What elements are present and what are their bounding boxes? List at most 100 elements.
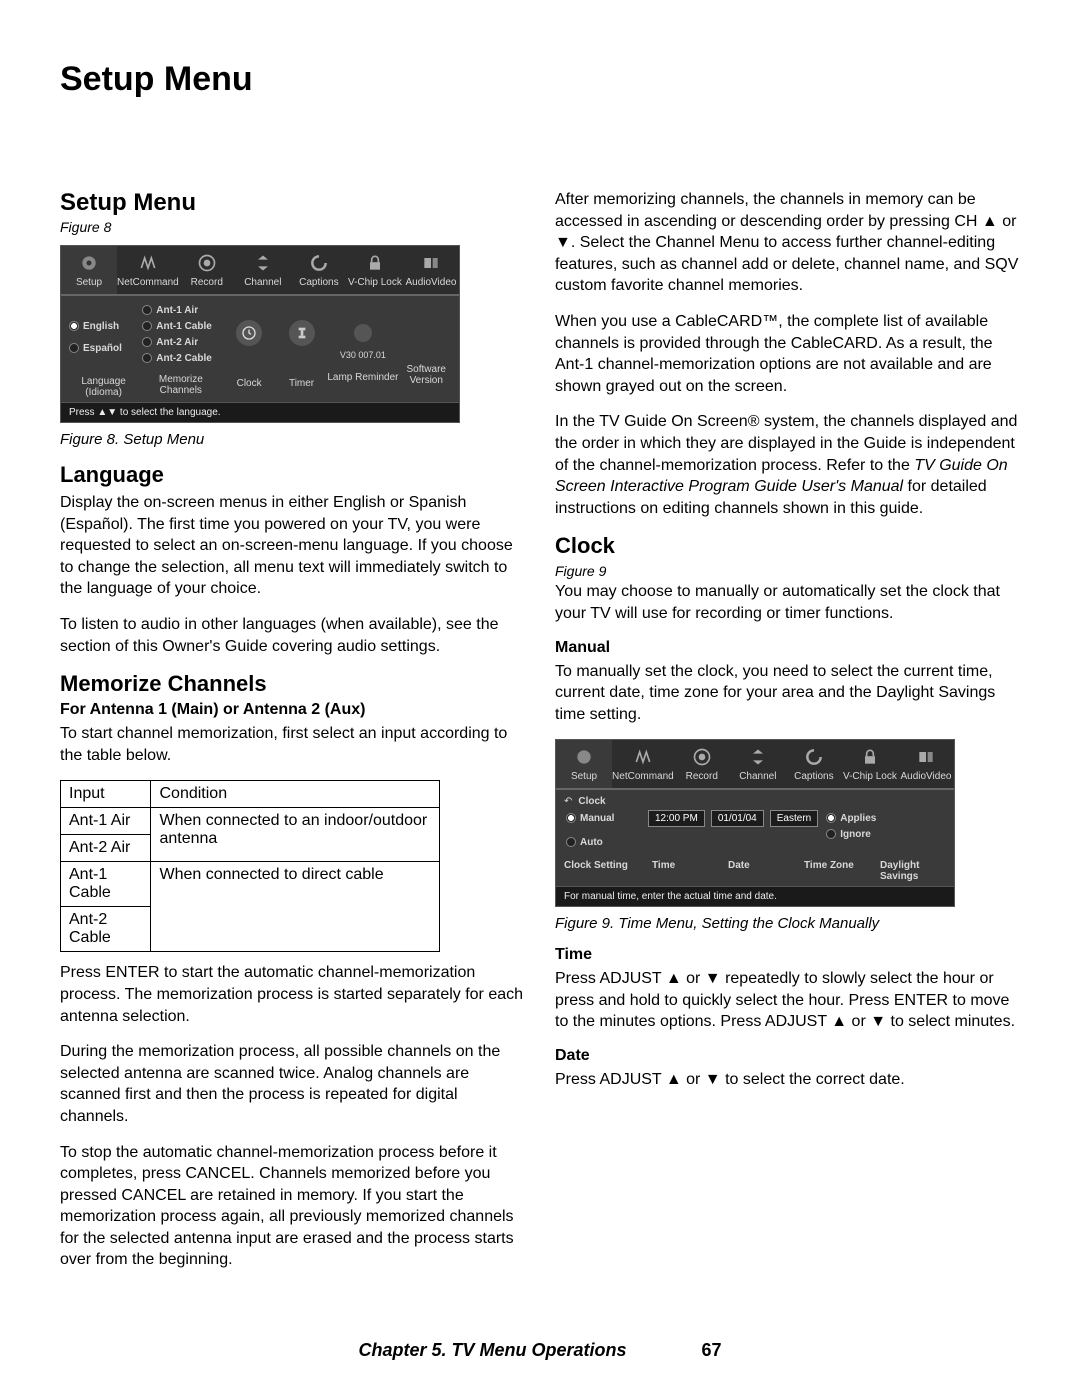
label-ds: Daylight Savings <box>880 860 946 882</box>
memorize-subheading: For Antenna 1 (Main) or Antenna 2 (Aux) <box>60 701 525 719</box>
channel-icon <box>744 746 772 768</box>
tab-captions[interactable]: Captions <box>291 246 347 294</box>
table-row: Ant-1 CableWhen connected to direct cabl… <box>61 862 440 907</box>
table-cell: When connected to direct cable <box>151 862 440 952</box>
option-label: Auto <box>580 837 603 848</box>
tab-setup[interactable]: Setup <box>556 740 612 788</box>
table-cell: Ant-1 Air <box>61 808 151 835</box>
captions-icon <box>800 746 828 768</box>
clock-paragraph-1: You may choose to manually or automatica… <box>555 581 1020 624</box>
tab-captions[interactable]: Captions <box>786 740 842 788</box>
tab-label: Captions <box>299 277 338 288</box>
option-label: Ant-2 Cable <box>156 353 212 364</box>
tab-label: NetCommand <box>612 771 674 782</box>
option-label: English <box>83 321 119 332</box>
time-value[interactable]: 12:00 PM <box>648 810 705 827</box>
column-label: Lamp Reminder <box>327 372 398 383</box>
channel-icon <box>249 252 277 274</box>
netcommand-icon <box>134 252 162 274</box>
tab-record[interactable]: Record <box>674 740 730 788</box>
column-label: Clock <box>237 378 262 389</box>
manual-paragraph-1: To manually set the clock, you need to s… <box>555 661 1020 726</box>
table-cell: Ant-1 Cable <box>61 862 151 907</box>
label-time: Time <box>652 860 718 882</box>
memorize-paragraph-1: To start channel memorization, first sel… <box>60 723 525 766</box>
memorize-paragraph-4: To stop the automatic channel-memorizati… <box>60 1142 525 1272</box>
table-cell: When connected to an indoor/outdoor ante… <box>151 808 440 862</box>
clock-title: Clock <box>578 796 605 807</box>
language-paragraph-2: To listen to audio in other languages (w… <box>60 614 525 657</box>
figure-8-setup-menu: Setup NetCommand Record Channel Captions <box>60 245 460 423</box>
label-clock-setting: Clock Setting <box>564 860 642 882</box>
memorize-paragraph-3: During the memorization process, all pos… <box>60 1041 525 1127</box>
radio-selected-icon <box>69 321 79 331</box>
netcommand-icon <box>629 746 657 768</box>
tab-audiovideo[interactable]: AudioVideo <box>898 740 954 788</box>
clock-auto[interactable]: Auto <box>564 834 642 850</box>
mem-ant1-cable[interactable]: Ant-1 Cable <box>140 318 221 334</box>
tab-label: V-Chip Lock <box>348 277 402 288</box>
page-number: 67 <box>702 1340 722 1360</box>
setup-menu-heading: Setup Menu <box>60 189 525 217</box>
date-value[interactable]: 01/01/04 <box>711 810 764 827</box>
lamp-column[interactable]: V30 007.01 Lamp Reminder <box>326 302 399 398</box>
tab-audiovideo[interactable]: AudioVideo <box>403 246 459 294</box>
tz-value[interactable]: Eastern <box>770 810 818 827</box>
option-label: Manual <box>580 813 614 824</box>
tab-record[interactable]: Record <box>179 246 235 294</box>
column-label: Software Version <box>407 364 446 386</box>
figure-9-ref: Figure 9 <box>555 563 1020 579</box>
mem-ant2-air[interactable]: Ant-2 Air <box>140 334 221 350</box>
clock-column[interactable]: Clock <box>221 302 276 398</box>
mem-ant2-cable[interactable]: Ant-2 Cable <box>140 350 221 366</box>
setup-icon <box>75 252 103 274</box>
radio-icon <box>142 353 152 363</box>
av-icon <box>912 746 940 768</box>
clock-manual[interactable]: Manual <box>564 810 642 826</box>
page-footer: Chapter 5. TV Menu Operations 67 <box>0 1340 1080 1361</box>
menu-hint-bar: Press ▲▼ to select the language. <box>61 402 459 422</box>
tab-channel[interactable]: Channel <box>730 740 786 788</box>
tab-label: AudioVideo <box>900 771 951 782</box>
table-cell: Ant-2 Cable <box>61 907 151 952</box>
clock-setting-column: Manual Auto <box>564 810 642 850</box>
av-icon <box>417 252 445 274</box>
record-icon <box>193 252 221 274</box>
date-subheading: Date <box>555 1047 1020 1065</box>
date-paragraph-1: Press ADJUST ▲ or ▼ to select the correc… <box>555 1069 1020 1091</box>
lang-espanol[interactable]: Español <box>67 340 140 356</box>
tab-label: Record <box>191 277 223 288</box>
chapter-label: Chapter 5. TV Menu Operations <box>358 1340 626 1360</box>
radio-icon <box>826 829 836 839</box>
tab-netcommand[interactable]: NetCommand <box>612 740 674 788</box>
lang-english[interactable]: English <box>67 318 140 334</box>
tab-vchip[interactable]: V-Chip Lock <box>842 740 898 788</box>
tab-channel[interactable]: Channel <box>235 246 291 294</box>
tab-vchip[interactable]: V-Chip Lock <box>347 246 403 294</box>
ds-ignore[interactable]: Ignore <box>824 826 946 842</box>
mem-ant1-air[interactable]: Ant-1 Air <box>140 302 221 318</box>
radio-icon <box>142 305 152 315</box>
table-row: Ant-1 AirWhen connected to an indoor/out… <box>61 808 440 835</box>
ds-applies[interactable]: Applies <box>824 810 946 826</box>
software-column[interactable]: Software Version <box>400 302 453 398</box>
radio-icon <box>69 343 79 353</box>
back-icon[interactable]: ↶ <box>564 796 572 807</box>
tab-label: Setup <box>76 277 102 288</box>
tab-netcommand[interactable]: NetCommand <box>117 246 179 294</box>
lamp-icon <box>354 324 372 342</box>
option-label: Ant-1 Air <box>156 305 198 316</box>
menu-tab-bar: Setup NetCommand Record Channel Captions <box>61 246 459 296</box>
right-paragraph-2: When you use a CableCARD™, the complete … <box>555 311 1020 397</box>
timer-column[interactable]: Timer <box>277 302 326 398</box>
radio-selected-icon <box>566 813 576 823</box>
lock-icon <box>856 746 884 768</box>
column-label: Timer <box>289 378 314 389</box>
clock-labels-row: Clock Setting Time Date Time Zone Daylig… <box>564 860 946 882</box>
option-label: Español <box>83 343 122 354</box>
clock-tab-bar: Setup NetCommand Record Channel Captions… <box>556 740 954 790</box>
captions-icon <box>305 252 333 274</box>
clock-icon <box>236 320 262 346</box>
tab-setup[interactable]: Setup <box>61 246 117 294</box>
content-columns: Setup Menu Figure 8 Setup NetCommand Rec… <box>60 189 1020 1285</box>
